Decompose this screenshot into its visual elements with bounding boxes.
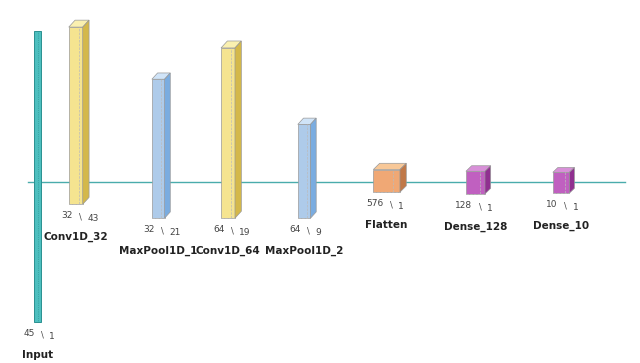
Bar <box>298 125 310 218</box>
Text: Input: Input <box>22 350 53 360</box>
Text: Flatten: Flatten <box>365 220 408 230</box>
Bar <box>466 171 485 194</box>
Polygon shape <box>235 41 241 218</box>
Text: 1: 1 <box>487 204 493 213</box>
Polygon shape <box>298 118 316 125</box>
Bar <box>34 30 42 322</box>
Text: \: \ <box>79 213 82 222</box>
Text: 10: 10 <box>547 200 558 209</box>
Text: MaxPool1D_1: MaxPool1D_1 <box>119 246 197 256</box>
Polygon shape <box>83 20 89 204</box>
Text: 64: 64 <box>289 225 301 234</box>
Text: 1: 1 <box>49 332 55 341</box>
Polygon shape <box>570 167 575 193</box>
Text: 1: 1 <box>398 202 404 211</box>
Text: 32: 32 <box>143 225 155 234</box>
Text: \: \ <box>41 331 44 340</box>
Text: \: \ <box>307 227 310 236</box>
Text: 43: 43 <box>87 214 99 223</box>
Polygon shape <box>400 163 406 192</box>
Text: 576: 576 <box>366 199 383 208</box>
Text: Dense_10: Dense_10 <box>533 221 589 231</box>
Text: \: \ <box>564 201 567 211</box>
Polygon shape <box>485 166 491 194</box>
Text: \: \ <box>161 227 164 236</box>
Polygon shape <box>553 167 575 172</box>
Text: Conv1D_32: Conv1D_32 <box>44 232 108 242</box>
Bar <box>373 170 400 192</box>
Bar <box>68 27 83 204</box>
Text: 1: 1 <box>573 203 579 212</box>
Text: \: \ <box>390 200 393 209</box>
Polygon shape <box>310 118 316 218</box>
Bar <box>152 79 164 218</box>
Polygon shape <box>164 73 170 218</box>
Text: \: \ <box>231 227 234 236</box>
Text: 45: 45 <box>23 329 35 338</box>
Text: 32: 32 <box>61 211 72 220</box>
Text: 19: 19 <box>239 228 251 237</box>
Polygon shape <box>68 20 89 27</box>
Text: 128: 128 <box>455 201 472 210</box>
Polygon shape <box>466 166 491 171</box>
Text: 64: 64 <box>214 225 225 234</box>
Text: MaxPool1D_2: MaxPool1D_2 <box>265 246 343 256</box>
Text: \: \ <box>479 202 481 211</box>
Text: 9: 9 <box>316 228 321 237</box>
Text: Dense_128: Dense_128 <box>444 222 507 232</box>
Polygon shape <box>221 41 241 48</box>
Bar <box>221 48 235 218</box>
Bar <box>553 172 570 193</box>
Polygon shape <box>373 163 406 170</box>
Text: Conv1D_64: Conv1D_64 <box>196 246 260 256</box>
Text: 21: 21 <box>170 228 181 237</box>
Polygon shape <box>152 73 170 79</box>
